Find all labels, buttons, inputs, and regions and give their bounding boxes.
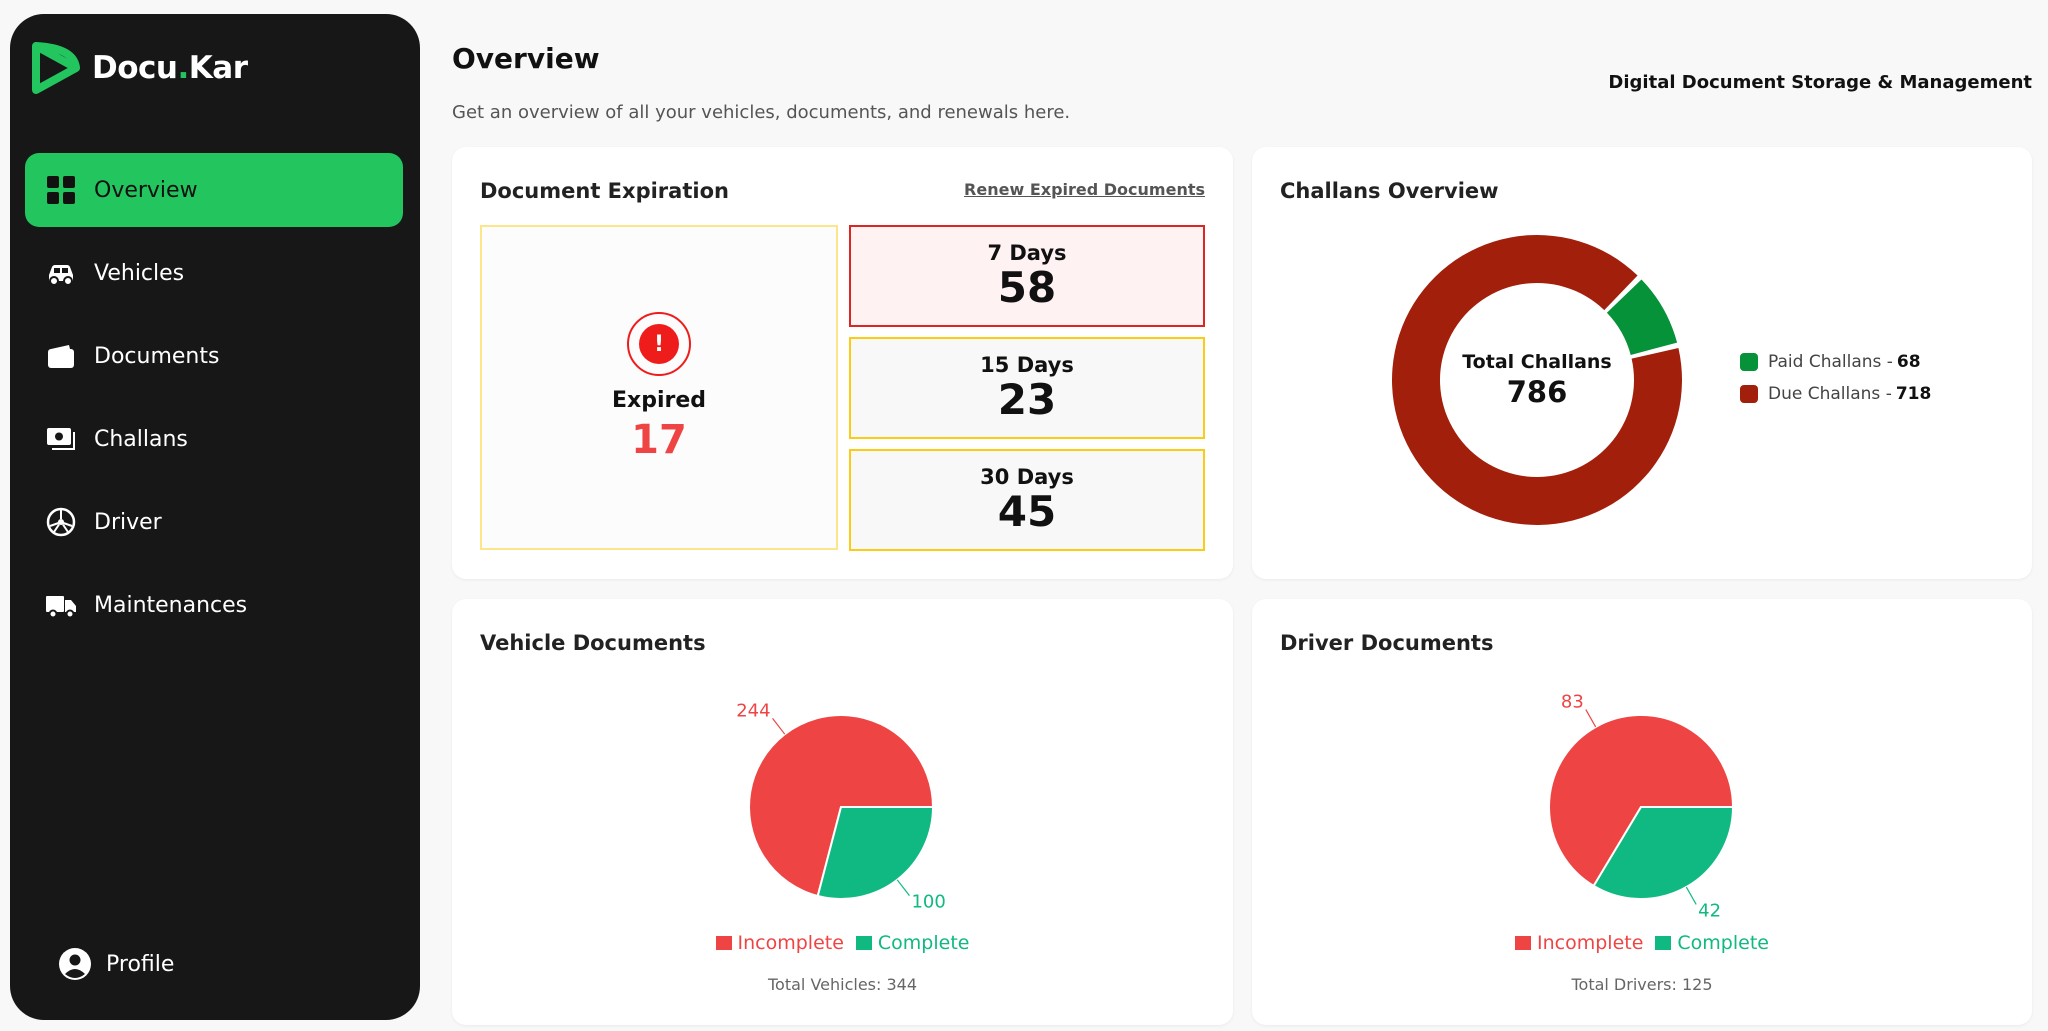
legend-item-paid: Paid Challans - 68 [1740, 352, 1931, 372]
legend-label: Paid Challans - [1768, 352, 1893, 372]
pie-leader-line [1585, 709, 1597, 728]
user-icon [59, 948, 91, 980]
card-title: Document Expiration [480, 179, 729, 203]
expired-label: Expired [611, 388, 707, 413]
car-icon [43, 255, 79, 291]
pie-label-incomplete: 83 [1561, 692, 1584, 713]
legend-item-complete[interactable]: Complete [1655, 932, 1769, 954]
challans-legend: Paid Challans - 68 Due Challans - 718 [1740, 352, 1931, 416]
legend-item-incomplete[interactable]: Incomplete [1515, 932, 1643, 954]
donut-center: Total Challans 786 [1392, 235, 1682, 525]
logo-text: Docu.Kar [92, 50, 248, 86]
vehicle-pie-legend: Incomplete Complete [452, 932, 1233, 954]
expired-tile[interactable]: ! Expired 17 [480, 225, 838, 550]
pie-leader-line [896, 879, 910, 897]
sidebar-item-challans[interactable]: Challans [25, 402, 403, 476]
legend-swatch [1515, 936, 1531, 950]
sidebar-item-label: Overview [94, 177, 198, 203]
donut-slice-paid-challans[interactable] [1606, 279, 1678, 355]
total-drivers: Total Drivers: 125 [1571, 975, 1713, 994]
legend-item-incomplete[interactable]: Incomplete [715, 932, 844, 954]
donut-slice-due-challans[interactable] [1392, 235, 1682, 526]
legend-label: Due Challans - [1768, 384, 1892, 404]
page-subtitle: Get an overview of all your vehicles, do… [452, 102, 1071, 123]
page-title: Overview [452, 42, 600, 75]
expiry-count: 45 [997, 486, 1057, 536]
pie-label-complete: 42 [1698, 900, 1721, 921]
driver-documents-pie-chart: 83 42 [1548, 692, 1735, 921]
sidebar-item-profile[interactable]: Profile [58, 947, 174, 981]
expired-count: 17 [631, 417, 687, 463]
challans-overview-card: Challans Overview Total Challans 786 Pai… [1252, 147, 2032, 579]
card-title: Challans Overview [1280, 179, 1499, 203]
expiry-30-days-tile[interactable]: 30 Days 45 [849, 449, 1205, 551]
challans-donut-chart: Total Challans 786 [1392, 235, 1682, 526]
document-expiration-card: Document Expiration Renew Expired Docume… [452, 147, 1233, 579]
legend-value: 718 [1895, 384, 1932, 404]
legend-item-due: Due Challans - 718 [1740, 384, 1931, 404]
sidebar-item-documents[interactable]: Documents [25, 319, 403, 393]
sidebar-item-label: Challans [94, 426, 188, 452]
cash-icon [43, 421, 79, 457]
legend-value: 68 [1896, 352, 1921, 372]
profile-label: Profile [106, 951, 175, 977]
sidebar-item-maintenances[interactable]: Maintenances [25, 568, 403, 642]
expiry-label: 15 Days [980, 352, 1074, 377]
sidebar-nav: Overview Vehicles Documents Challans Dri… [25, 153, 403, 651]
pie-slice-incomplete[interactable] [748, 714, 935, 898]
pie-slice-complete[interactable] [1592, 806, 1735, 900]
legend-label: Complete [877, 932, 970, 954]
renew-expired-documents-link[interactable]: Renew Expired Documents [964, 180, 1205, 199]
expiry-label: 30 Days [980, 464, 1074, 489]
sidebar-item-label: Driver [94, 509, 162, 535]
expiry-15-days-tile[interactable]: 15 Days 23 [849, 337, 1205, 439]
expiry-label: 7 Days [987, 240, 1067, 265]
pie-leader-line [1685, 886, 1697, 905]
legend-label: Complete [1677, 932, 1769, 954]
legend-swatch [1740, 353, 1758, 371]
sidebar: Docu.Kar Overview Vehicles Documents Cha… [10, 14, 420, 1020]
expiry-7-days-tile[interactable]: 7 Days 58 [849, 225, 1205, 327]
sidebar-item-driver[interactable]: Driver [25, 485, 403, 559]
legend-swatch [1740, 385, 1758, 403]
expiry-count: 58 [997, 262, 1057, 312]
driver-documents-card: Driver Documents 83 42 Incomplete Complet… [1252, 599, 2032, 1025]
total-vehicles: Total Vehicles: 344 [767, 975, 918, 994]
card-title: Vehicle Documents [480, 631, 706, 655]
sidebar-item-overview[interactable]: Overview [25, 153, 403, 227]
grid-icon [43, 172, 79, 208]
legend-item-complete[interactable]: Complete [855, 932, 970, 954]
driver-pie-legend: Incomplete Complete [1252, 932, 2032, 954]
legend-swatch [1655, 936, 1672, 950]
truck-icon [43, 587, 79, 623]
pie-label-complete: 100 [911, 892, 945, 913]
donut-center-label: Total Challans [1462, 351, 1612, 373]
legend-label: Incomplete [737, 932, 844, 954]
vehicle-documents-card: Vehicle Documents 244 100 Incomplete Comp… [452, 599, 1233, 1025]
steering-wheel-icon [43, 504, 79, 540]
tagline: Digital Document Storage & Management [1608, 72, 2032, 93]
legend-swatch [855, 936, 872, 950]
sidebar-item-vehicles[interactable]: Vehicles [25, 236, 403, 310]
legend-swatch [715, 936, 732, 950]
pie-label-incomplete: 244 [736, 700, 770, 721]
pie-leader-line [772, 717, 786, 735]
vehicle-documents-pie-chart: 244 100 [736, 700, 946, 913]
wallet-icon [43, 338, 79, 374]
logo[interactable]: Docu.Kar [30, 42, 248, 94]
pie-slice-incomplete[interactable] [1548, 714, 1735, 888]
sidebar-item-label: Documents [94, 343, 220, 369]
legend-label: Incomplete [1537, 932, 1644, 954]
expiry-count: 23 [997, 374, 1057, 424]
donut-center-value: 786 [1506, 375, 1568, 409]
alert-icon: ! [627, 312, 691, 376]
sidebar-item-label: Vehicles [94, 260, 185, 286]
sidebar-item-label: Maintenances [94, 592, 248, 618]
logo-icon [32, 42, 80, 94]
card-title: Driver Documents [1280, 631, 1494, 655]
donut-svg [1392, 235, 1682, 526]
